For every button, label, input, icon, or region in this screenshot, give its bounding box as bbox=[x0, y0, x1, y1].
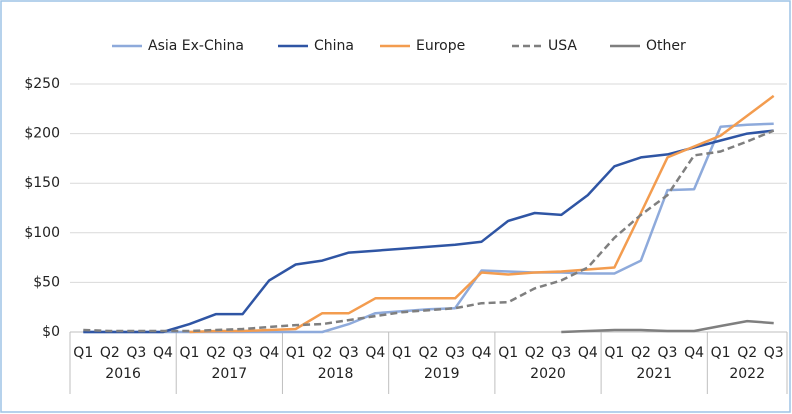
year-label: 2021 bbox=[636, 366, 672, 382]
series-line bbox=[189, 94, 775, 334]
x-tick-label: Q3 bbox=[339, 345, 359, 361]
x-tick-label: Q3 bbox=[233, 345, 253, 361]
legend-label: Asia Ex-China bbox=[148, 38, 244, 54]
series-line bbox=[83, 129, 775, 333]
x-tick-label: Q1 bbox=[604, 345, 624, 361]
x-tick-label: Q1 bbox=[711, 345, 731, 361]
x-tick-label: Q2 bbox=[312, 345, 332, 361]
series-line bbox=[83, 129, 774, 334]
x-tick-label: Q4 bbox=[365, 345, 385, 361]
year-label: 2018 bbox=[318, 366, 354, 382]
x-tick-label: Q2 bbox=[419, 345, 439, 361]
x-tick-label: Q2 bbox=[206, 345, 226, 361]
x-tick-label: Q3 bbox=[445, 345, 465, 361]
x-tick-label: Q4 bbox=[472, 345, 492, 361]
year-label: 2016 bbox=[105, 366, 141, 382]
year-label: 2019 bbox=[424, 366, 460, 382]
year-label: 2020 bbox=[530, 366, 566, 382]
y-tick-label: $100 bbox=[24, 225, 60, 241]
year-label: 2017 bbox=[212, 366, 248, 382]
x-tick-label: Q2 bbox=[100, 345, 120, 361]
y-tick-label: $0 bbox=[42, 324, 60, 340]
x-tick-label: Q4 bbox=[578, 345, 598, 361]
x-tick-label: Q1 bbox=[286, 345, 306, 361]
legend-label: Other bbox=[646, 38, 686, 54]
x-tick-label: Q3 bbox=[658, 345, 678, 361]
y-tick-label: $200 bbox=[24, 126, 60, 142]
x-tick-label: Q4 bbox=[684, 345, 704, 361]
x-tick-label: Q2 bbox=[631, 345, 651, 361]
legend-label: USA bbox=[548, 38, 577, 54]
y-tick-label: $250 bbox=[24, 76, 60, 92]
legend-label: China bbox=[314, 38, 354, 54]
x-tick-label: Q4 bbox=[153, 345, 173, 361]
x-tick-label: Q1 bbox=[392, 345, 412, 361]
x-tick-label: Q1 bbox=[73, 345, 93, 361]
x-tick-label: Q2 bbox=[737, 345, 757, 361]
legend-label: Europe bbox=[416, 38, 465, 54]
x-tick-label: Q4 bbox=[259, 345, 279, 361]
x-tick-label: Q3 bbox=[764, 345, 784, 361]
x-tick-label: Q3 bbox=[126, 345, 146, 361]
year-label: 2022 bbox=[729, 366, 765, 382]
series-line bbox=[561, 319, 774, 334]
x-tick-label: Q2 bbox=[525, 345, 545, 361]
x-tick-label: Q1 bbox=[498, 345, 518, 361]
x-tick-label: Q3 bbox=[551, 345, 571, 361]
y-tick-label: $50 bbox=[33, 274, 60, 290]
x-tick-label: Q1 bbox=[180, 345, 200, 361]
y-tick-label: $150 bbox=[24, 175, 60, 191]
